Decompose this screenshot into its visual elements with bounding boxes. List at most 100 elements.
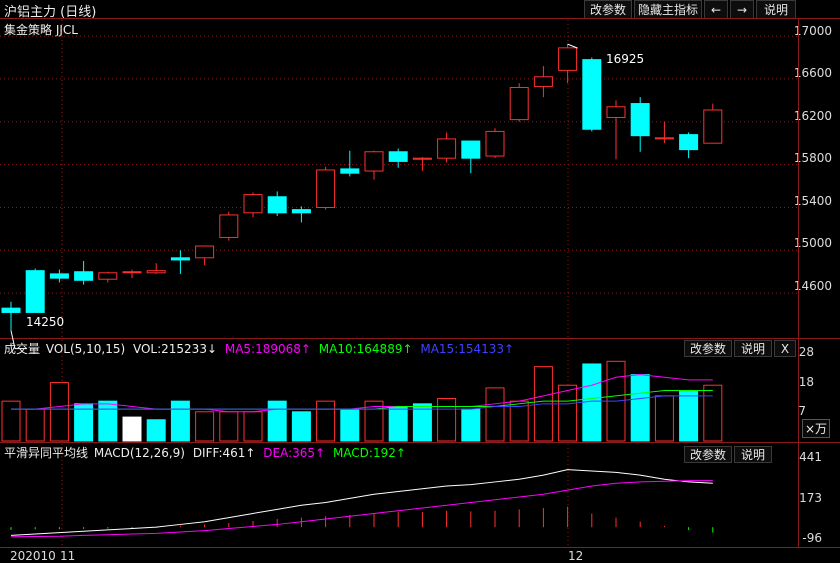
- candle-body: [243, 194, 263, 214]
- macd-tick: -96: [802, 531, 822, 545]
- high-annotation: 16925: [606, 52, 645, 66]
- volume-bar: [219, 411, 239, 442]
- volume-bar: [25, 408, 45, 442]
- volume-value: VOL:215233↓: [132, 342, 218, 356]
- candle-body: [437, 138, 457, 159]
- volume-bar: [49, 382, 69, 442]
- macd-label: MACD(12,26,9): [93, 446, 185, 460]
- volume-bar: [703, 384, 723, 442]
- price-tick: 14600: [793, 279, 832, 293]
- volume-bar: [316, 400, 336, 442]
- candle-body: [219, 214, 239, 238]
- ma5-value: MA5:189068↑: [224, 342, 311, 356]
- price-tick: 16200: [793, 109, 832, 123]
- high-pointer: [567, 43, 578, 49]
- volume-tick: 18: [798, 375, 814, 389]
- candle-body: [654, 137, 674, 140]
- diff-line: [10, 469, 713, 536]
- macd-help-button[interactable]: 说明: [734, 446, 772, 463]
- strategy-label: 集金策略 JJCL: [4, 23, 78, 37]
- date-start-label: 202010: [10, 549, 56, 563]
- volume-bar: [558, 384, 578, 442]
- macd-panel-name: 平滑异同平均线: [4, 446, 89, 460]
- dea-line: [10, 480, 713, 538]
- macd-params-button[interactable]: 改参数: [684, 446, 732, 463]
- candle-body: [122, 271, 142, 274]
- macd-tick: 173: [799, 491, 822, 505]
- candle-body: [388, 151, 408, 162]
- volume-ma5-line: [11, 374, 713, 413]
- volume-bar: [630, 374, 650, 442]
- volume-bar: [291, 411, 311, 442]
- volume-bar: [364, 400, 384, 442]
- volume-bar: [412, 403, 432, 442]
- volume-bar: [509, 400, 529, 442]
- volume-bar: [461, 408, 481, 442]
- date-label-11: 11: [60, 549, 76, 563]
- low-pointer: [10, 330, 27, 350]
- volume-tick: 7: [798, 404, 806, 418]
- volume-help-button[interactable]: 说明: [734, 340, 772, 357]
- ma15-value: MA15:154133↑: [420, 342, 515, 356]
- candle-body: [170, 257, 190, 261]
- volume-label: VOL(5,10,15): [45, 342, 126, 356]
- candle-body: [1, 307, 21, 313]
- candle-body: [146, 270, 166, 274]
- volume-bar: [654, 395, 674, 442]
- candle-body: [316, 169, 336, 208]
- volume-bar: [98, 400, 118, 442]
- price-tick: 15800: [793, 151, 832, 165]
- candle-body: [195, 245, 215, 259]
- candle-body: [74, 271, 94, 281]
- volume-bar: [243, 411, 263, 442]
- volume-bar: [340, 408, 360, 442]
- candle-body: [412, 157, 432, 160]
- candle-body: [679, 134, 699, 151]
- volume-bar: [388, 405, 408, 442]
- volume-bar: [146, 419, 166, 442]
- candle-body: [606, 106, 626, 118]
- candle-body: [25, 270, 45, 313]
- candle-body: [340, 168, 360, 174]
- volume-bar: [195, 411, 215, 442]
- low-annotation: 14250: [26, 315, 65, 329]
- date-label-12: 12: [568, 549, 584, 563]
- candle-body: [630, 103, 650, 137]
- volume-params-button[interactable]: 改参数: [684, 340, 732, 357]
- candle-body: [364, 151, 384, 172]
- candle-body: [558, 47, 578, 71]
- volume-bar: [170, 400, 190, 442]
- volume-bar: [679, 390, 699, 442]
- candle-body: [291, 209, 311, 214]
- candle-body: [49, 273, 69, 279]
- volume-unit: ×万: [802, 419, 831, 438]
- volume-close-button[interactable]: X: [774, 340, 796, 357]
- dea-value: DEA:365↑: [263, 446, 326, 460]
- volume-bar: [582, 363, 602, 442]
- candle-body: [582, 59, 602, 130]
- candle-body: [509, 86, 529, 121]
- candle-body: [461, 140, 481, 159]
- volume-tick: 28: [798, 345, 814, 359]
- macd-tick: 441: [799, 450, 822, 464]
- price-tick: 15400: [793, 194, 832, 208]
- volume-panel-name: 成交量: [4, 342, 41, 356]
- volume-bar: [485, 387, 505, 442]
- volume-bar: [437, 398, 457, 442]
- ma10-value: MA10:164889↑: [318, 342, 413, 356]
- diff-value: DIFF:461↑: [192, 446, 256, 460]
- candle-body: [267, 196, 287, 214]
- candle-body: [485, 130, 505, 157]
- candle-body: [98, 272, 118, 280]
- volume-bar: [122, 416, 142, 442]
- macd-panel-header: 平滑异同平均线 MACD(12,26,9) DIFF:461↑ DEA:365↑…: [4, 444, 406, 461]
- price-tick: 17000: [793, 24, 832, 38]
- candle-body: [533, 76, 553, 87]
- macd-value: MACD:192↑: [332, 446, 406, 460]
- candle-body: [703, 109, 723, 144]
- volume-panel-header: 成交量 VOL(5,10,15) VOL:215233↓ MA5:189068↑…: [4, 340, 514, 357]
- volume-bar: [267, 400, 287, 442]
- chart-title: 沪铝主力 (日线): [4, 5, 97, 20]
- price-tick: 15000: [793, 236, 832, 250]
